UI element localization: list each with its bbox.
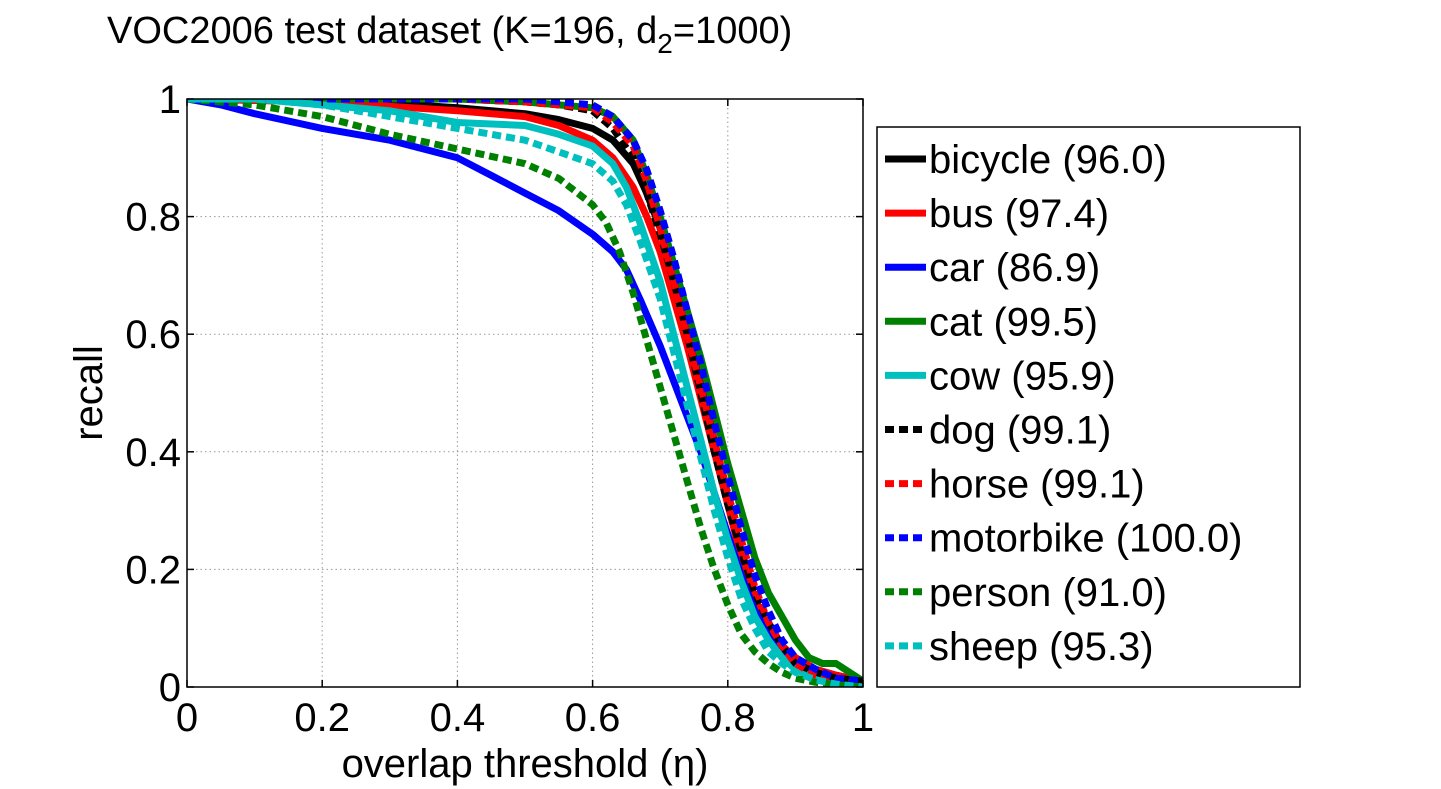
legend-item-sheep: sheep (95.3) [885, 625, 1154, 669]
series-line-horse [187, 99, 863, 687]
legend-item-motorbike: motorbike (100.0) [885, 517, 1242, 561]
x-axis-label: overlap threshold (η) [342, 742, 709, 786]
x-tick-label: 1 [852, 696, 874, 740]
series-line-person [187, 99, 863, 687]
legend-item-horse: horse (99.1) [885, 463, 1145, 507]
series-line-dog [187, 99, 863, 685]
y-tick-label: 0.8 [125, 196, 181, 240]
y-tick-label: 0.6 [125, 313, 181, 357]
legend-label-person: person (91.0) [929, 571, 1167, 615]
y-tick-labels: 0 0.2 0.4 0.6 0.8 1 [125, 78, 181, 710]
tick-marks [186, 98, 864, 688]
legend-item-car: car (86.9) [885, 246, 1100, 290]
plot-frame [186, 98, 864, 688]
legend-label-bus: bus (97.4) [929, 192, 1109, 236]
legend: bicycle (96.0) bus (97.4) car (86.9) cat (9… [876, 126, 1301, 688]
legend-box [876, 126, 1301, 688]
x-tick-label: 0.8 [700, 696, 756, 740]
legend-item-cow: cow (95.9) [885, 354, 1116, 398]
series-layer [187, 99, 863, 687]
y-tick-label: 0.2 [125, 548, 181, 592]
y-tick-label: 0 [159, 666, 181, 710]
x-tick-labels: 0 0.2 0.4 0.6 0.8 1 [176, 696, 874, 740]
series-line-sheep [187, 99, 863, 687]
legend-label-sheep: sheep (95.3) [929, 625, 1154, 669]
legend-item-dog: dog (99.1) [885, 409, 1111, 453]
series-line-cow [187, 99, 863, 687]
legend-items: bicycle (96.0) bus (97.4) car (86.9) cat (9… [885, 138, 1242, 669]
legend-label-dog: dog (99.1) [929, 409, 1111, 453]
chart-title: VOC2006 test dataset (K=196, d2=1000) [107, 10, 792, 59]
plot-area [187, 99, 863, 687]
legend-label-horse: horse (99.1) [929, 463, 1145, 507]
legend-label-car: car (86.9) [929, 246, 1100, 290]
chart-title-main: VOC2006 test dataset (K=196, d [107, 10, 657, 52]
series-line-car [187, 99, 863, 685]
y-axis-label: recall [67, 345, 111, 441]
legend-label-motorbike: motorbike (100.0) [929, 517, 1242, 561]
x-tick-label: 0.2 [294, 696, 350, 740]
y-tick-label: 1 [159, 78, 181, 122]
x-tick-label: 0.4 [430, 696, 486, 740]
legend-label-cat: cat (99.5) [929, 300, 1098, 344]
chart-title-subscript: 2 [657, 28, 673, 59]
x-tick-label: 0 [176, 696, 198, 740]
legend-item-bicycle: bicycle (96.0) [885, 138, 1167, 182]
legend-item-person: person (91.0) [885, 571, 1167, 615]
y-tick-label: 0.4 [125, 431, 181, 475]
legend-item-cat: cat (99.5) [885, 300, 1098, 344]
chart-title-tail: =1000) [673, 10, 792, 52]
legend-item-bus: bus (97.4) [885, 192, 1109, 236]
legend-label-bicycle: bicycle (96.0) [929, 138, 1167, 182]
x-tick-label: 0.6 [565, 696, 621, 740]
legend-label-cow: cow (95.9) [929, 354, 1116, 398]
